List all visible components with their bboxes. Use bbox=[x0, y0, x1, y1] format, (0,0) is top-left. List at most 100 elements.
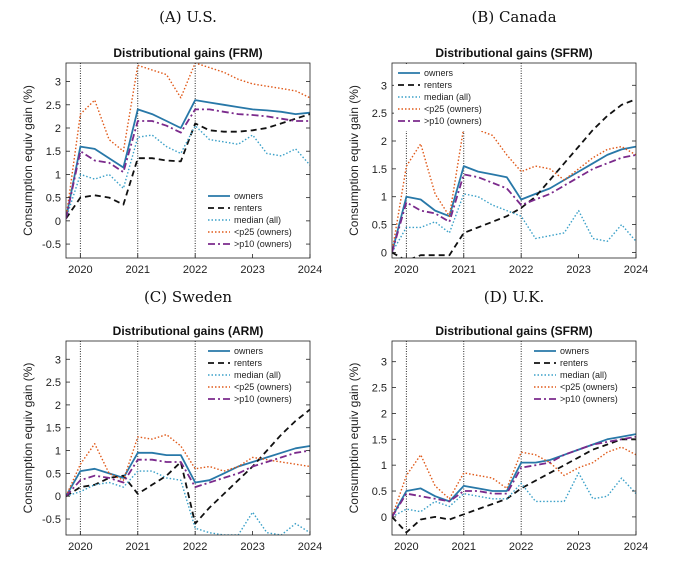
legend-label-p25-owners: <p25 (owners) bbox=[424, 104, 482, 114]
x-tick-label: 2023 bbox=[566, 541, 590, 553]
x-tick-label: 2020 bbox=[394, 541, 418, 553]
legend-label-median-all: median (all) bbox=[560, 370, 607, 380]
legend-label-median-all: median (all) bbox=[424, 92, 471, 102]
y-axis-label: Consumption equiv gain (%) bbox=[21, 363, 35, 514]
chart-title: Distributional gains (SFRM) bbox=[435, 46, 592, 60]
series-line-p10-owners bbox=[392, 435, 636, 518]
panel-label: (A) U.S. bbox=[159, 8, 217, 26]
x-tick-label: 2022 bbox=[509, 541, 533, 553]
x-tick-label: 2023 bbox=[566, 264, 590, 276]
legend-label-p10-owners: >p10 (owners) bbox=[234, 394, 292, 404]
legend: owners renters median (all) <p25 (owners) >p… bbox=[530, 343, 632, 409]
legend-background bbox=[394, 65, 496, 131]
legend-label-owners: owners bbox=[234, 346, 264, 356]
series-line-owners bbox=[66, 445, 310, 497]
legend-label-p10-owners: >p10 (owners) bbox=[560, 394, 618, 404]
y-tick-label: 2 bbox=[381, 136, 387, 148]
y-tick-label: 2.5 bbox=[372, 383, 387, 395]
y-tick-label: 2.5 bbox=[46, 377, 61, 389]
y-tick-label: 0.5 bbox=[46, 468, 61, 480]
series-line-median-all bbox=[66, 125, 310, 219]
x-tick-label: 2020 bbox=[68, 541, 92, 553]
legend-label-p10-owners: >p10 (owners) bbox=[424, 116, 482, 126]
series-line-owners bbox=[392, 145, 636, 253]
legend-label-owners: owners bbox=[234, 191, 264, 201]
y-tick-label: 2 bbox=[55, 400, 61, 412]
legend: owners renters median (all) <p25 (owners) >p… bbox=[204, 343, 306, 409]
y-tick-label: 3 bbox=[381, 357, 387, 369]
series-line-median-all bbox=[392, 193, 636, 253]
y-tick-label: -0.5 bbox=[42, 514, 61, 526]
y-tick-label: 0.5 bbox=[372, 486, 387, 498]
series-group bbox=[66, 408, 310, 535]
legend-label-renters: renters bbox=[560, 358, 589, 368]
series-line-median-all bbox=[66, 470, 310, 535]
y-tick-label: 1 bbox=[55, 169, 61, 181]
x-tick-label: 2022 bbox=[183, 541, 207, 553]
legend-label-p25-owners: <p25 (owners) bbox=[560, 382, 618, 392]
y-axis-label: Consumption equiv gain (%) bbox=[347, 363, 361, 514]
legend-label-p10-owners: >p10 (owners) bbox=[234, 239, 292, 249]
series-line-renters bbox=[392, 98, 636, 258]
chart-title: Distributional gains (SFRM) bbox=[435, 324, 592, 338]
x-tick-label: 2022 bbox=[509, 264, 533, 276]
legend-label-p25-owners: <p25 (owners) bbox=[234, 382, 292, 392]
series-line-owners bbox=[392, 433, 636, 518]
series-line-renters bbox=[392, 438, 636, 534]
y-tick-label: 1.5 bbox=[372, 434, 387, 446]
series-line-p25-owners bbox=[66, 433, 310, 497]
legend-label-p25-owners: <p25 (owners) bbox=[234, 227, 292, 237]
y-tick-label: 3 bbox=[381, 80, 387, 92]
y-tick-label: 1.5 bbox=[46, 423, 61, 435]
series-group bbox=[392, 433, 636, 534]
panel-1: (A) U.S. Distributional gains (FRM) Consum… bbox=[21, 8, 322, 276]
series-group bbox=[66, 63, 310, 220]
plot-frame bbox=[391, 340, 637, 536]
legend-background bbox=[530, 343, 632, 409]
legend: owners renters median (all) <p25 (owners) >p… bbox=[204, 188, 306, 254]
series-line-owners bbox=[66, 99, 310, 219]
panel-2: (B) Canada Distributional gains (SFRM) Con… bbox=[347, 8, 648, 276]
y-tick-label: 0.5 bbox=[46, 193, 61, 205]
series-line-median-all bbox=[392, 472, 636, 518]
y-tick-label: 2.5 bbox=[372, 108, 387, 120]
y-axis-label: Consumption equiv gain (%) bbox=[347, 85, 361, 236]
y-tick-label: 0 bbox=[381, 247, 387, 259]
x-tick-label: 2024 bbox=[298, 541, 322, 553]
series-line-p10-owners bbox=[66, 108, 310, 219]
legend-label-owners: owners bbox=[424, 68, 454, 78]
panel-label: (B) Canada bbox=[471, 8, 556, 26]
y-tick-label: 2 bbox=[381, 408, 387, 420]
legend-label-median-all: median (all) bbox=[234, 370, 281, 380]
legend-label-median-all: median (all) bbox=[234, 215, 281, 225]
y-tick-label: -0.5 bbox=[42, 239, 61, 251]
series-line-p10-owners bbox=[66, 449, 310, 497]
y-tick-label: 3 bbox=[55, 354, 61, 366]
panel-label: (C) Sweden bbox=[144, 288, 232, 306]
x-tick-label: 2021 bbox=[452, 264, 476, 276]
chart-title: Distributional gains (FRM) bbox=[113, 46, 262, 60]
legend-label-renters: renters bbox=[234, 203, 263, 213]
y-tick-label: 1 bbox=[55, 446, 61, 458]
legend-background bbox=[204, 343, 306, 409]
x-tick-label: 2020 bbox=[68, 264, 92, 276]
y-tick-label: 1 bbox=[381, 192, 387, 204]
legend-label-renters: renters bbox=[424, 80, 453, 90]
y-tick-label: 0 bbox=[55, 216, 61, 228]
x-tick-label: 2024 bbox=[624, 541, 648, 553]
x-tick-label: 2022 bbox=[183, 264, 207, 276]
y-tick-label: 0 bbox=[55, 491, 61, 503]
series-line-renters bbox=[66, 408, 310, 525]
chart-title: Distributional gains (ARM) bbox=[113, 324, 264, 338]
plot-frame bbox=[391, 62, 637, 259]
series-group bbox=[392, 98, 636, 258]
series-line-p10-owners bbox=[392, 154, 636, 253]
y-axis-label: Consumption equiv gain (%) bbox=[21, 85, 35, 236]
x-tick-label: 2021 bbox=[452, 541, 476, 553]
series-line-p25-owners bbox=[392, 446, 636, 518]
y-tick-label: 2 bbox=[55, 123, 61, 135]
panel-label: (D) U.K. bbox=[484, 288, 545, 306]
y-tick-label: 3 bbox=[55, 77, 61, 89]
x-tick-label: 2023 bbox=[240, 264, 264, 276]
